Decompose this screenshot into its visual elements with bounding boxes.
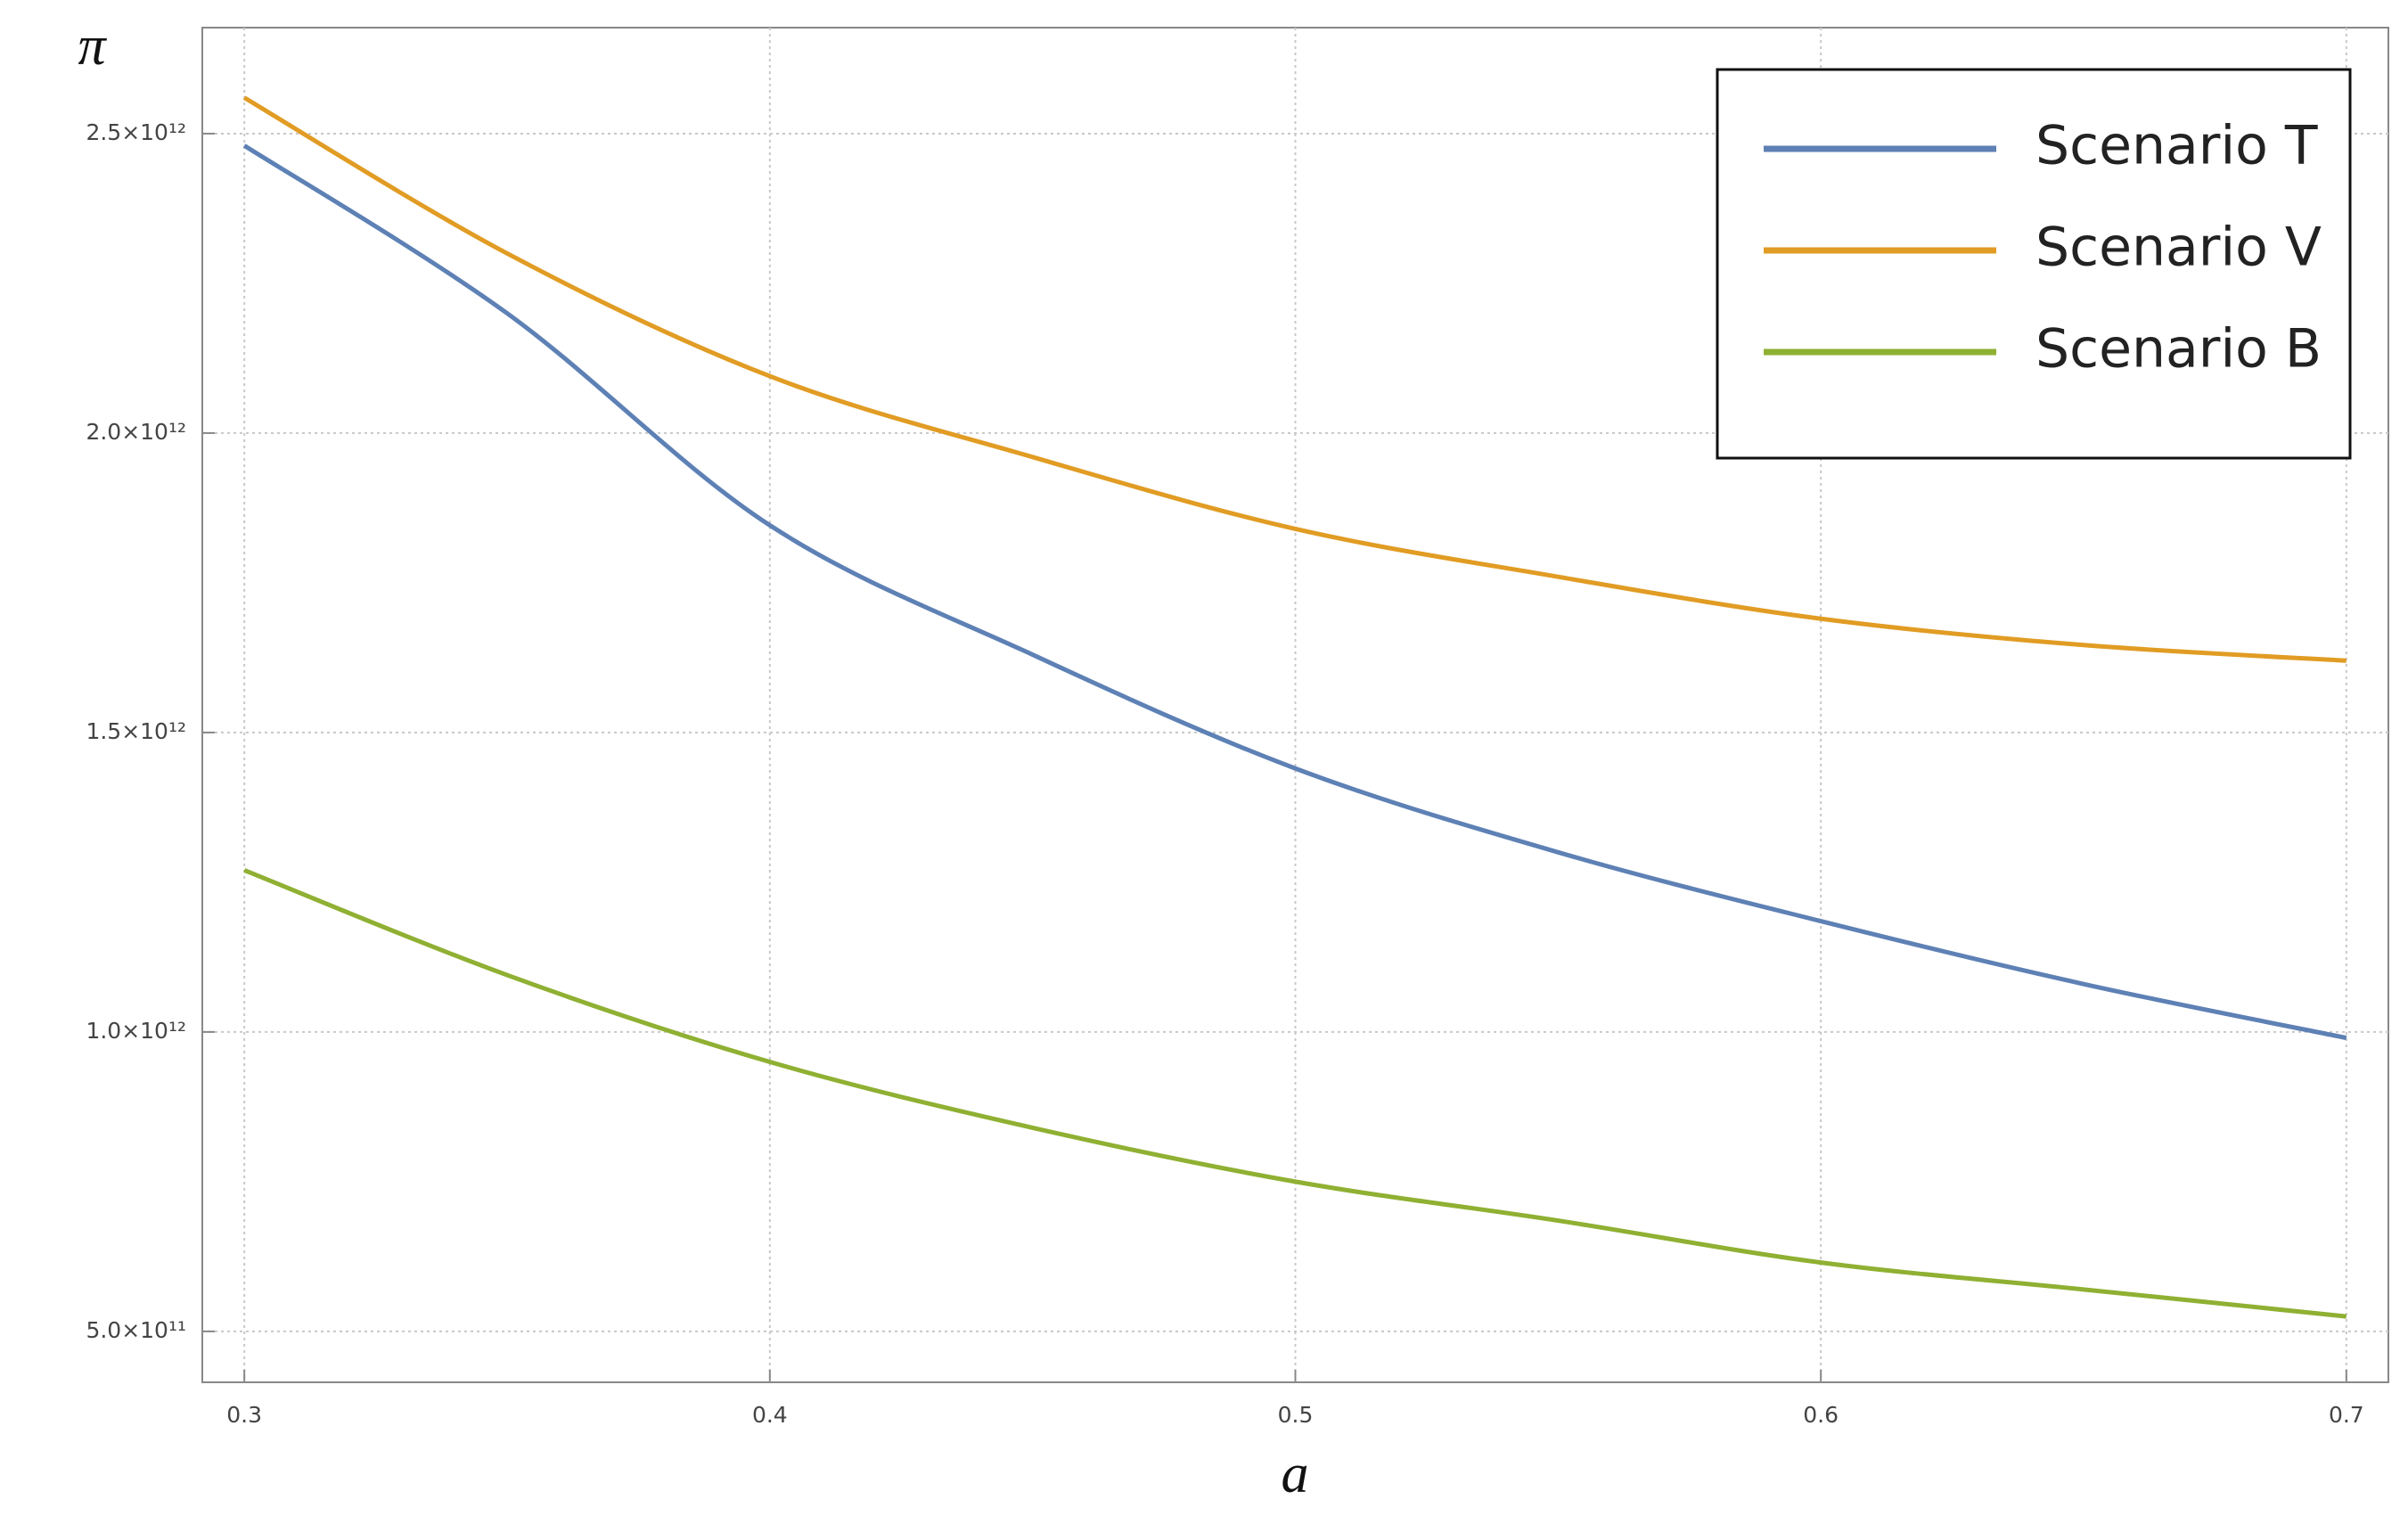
series-line [242,95,2347,663]
y-axis-title: π [78,16,107,77]
x-tick-label: 0.7 [2329,1402,2364,1428]
x-tick-label: 0.4 [752,1402,788,1428]
legend-box [1716,68,2352,460]
y-tick-label: 1.5×10¹² [86,718,186,744]
x-tick-label: 0.5 [1278,1402,1314,1428]
legend-label: Scenario V [2035,217,2322,279]
series-line [243,868,2347,1319]
y-tick-label: 2.0×10¹² [86,419,186,445]
x-tick-label: 0.6 [1803,1402,1839,1428]
series-line [242,143,2347,1041]
legend-label: Scenario B [2035,318,2322,381]
x-axis-title: a [1282,1444,1309,1504]
x-tick-label: 0.3 [226,1402,262,1428]
y-tick-label: 5.0×10¹¹ [86,1317,186,1343]
y-tick-label: 1.0×10¹² [86,1018,186,1044]
y-tick-label: 2.5×10¹² [86,119,186,145]
legend-label: Scenario T [2035,115,2318,177]
